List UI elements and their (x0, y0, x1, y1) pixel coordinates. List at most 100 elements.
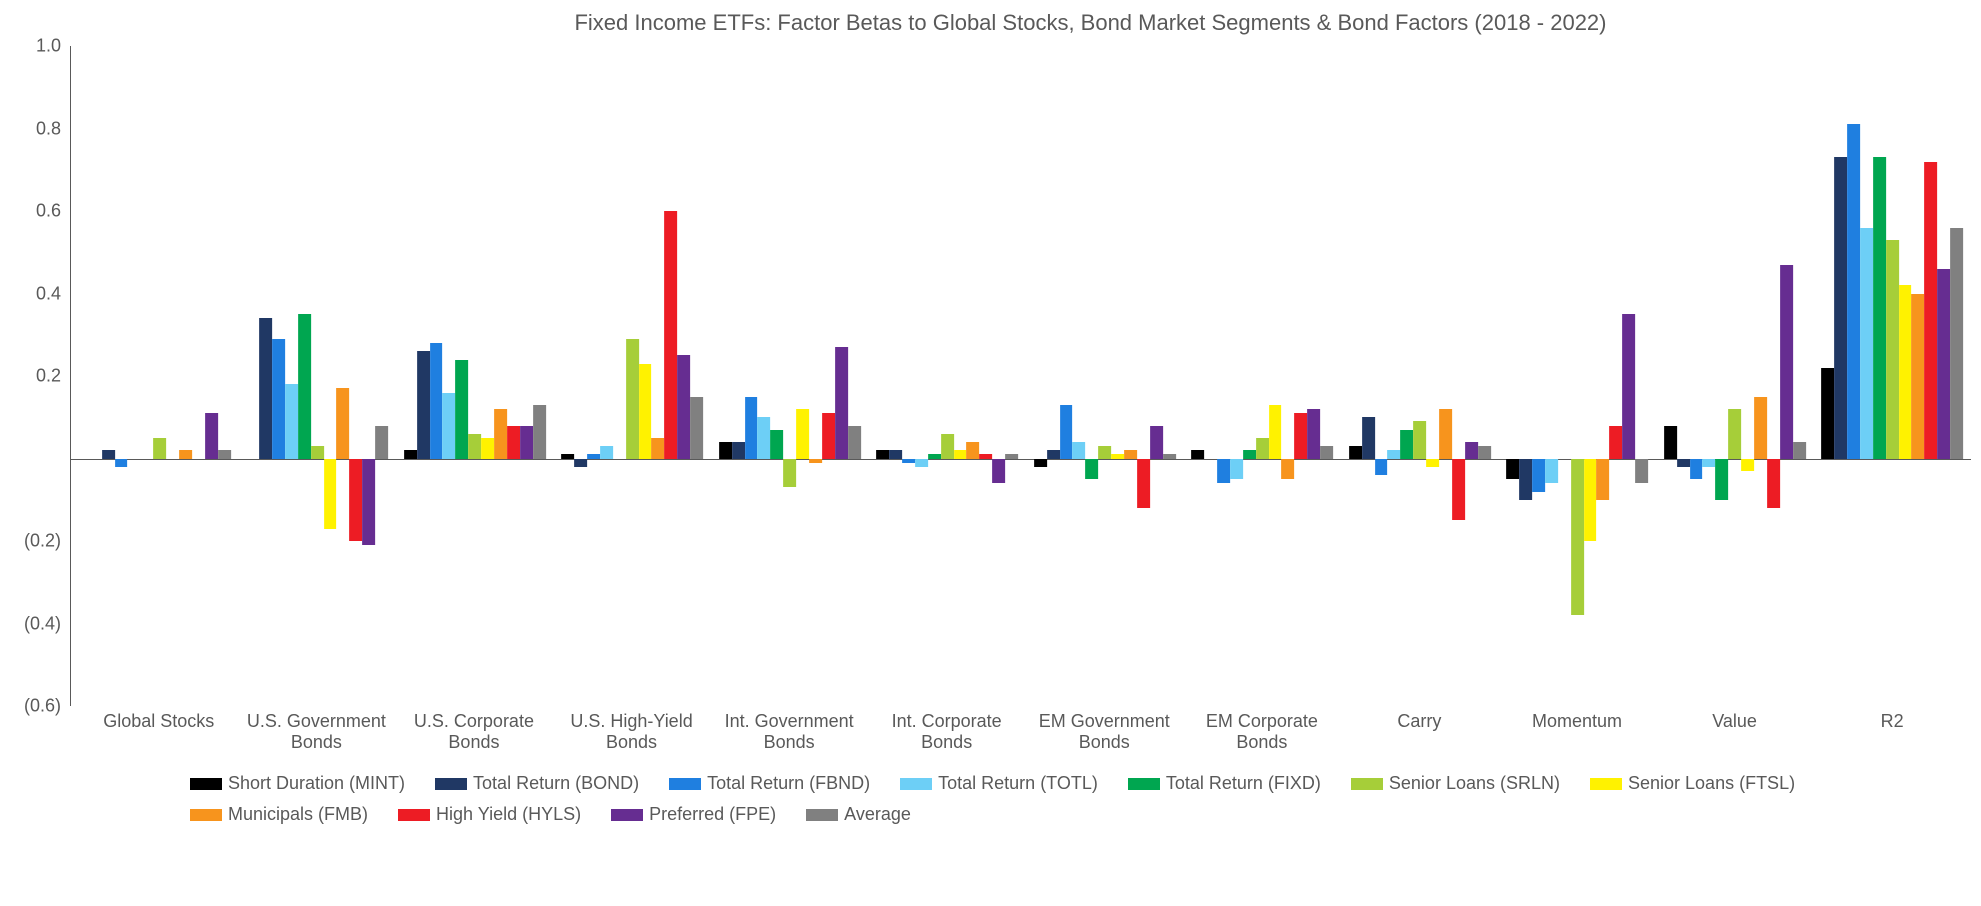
category-group (1656, 46, 1814, 706)
bar (665, 211, 678, 459)
legend-swatch (669, 778, 701, 790)
bar (1767, 459, 1780, 509)
x-axis-label: Value (1656, 711, 1814, 753)
bar-wrapper (1834, 46, 1847, 706)
category-group (869, 46, 1027, 706)
bar-wrapper (626, 46, 639, 706)
bar (954, 450, 967, 458)
bar (324, 459, 337, 529)
bar (1124, 450, 1137, 458)
bar-wrapper (246, 46, 259, 706)
bar-wrapper (1622, 46, 1635, 706)
legend-label: High Yield (HYLS) (436, 804, 581, 825)
bar (1400, 430, 1413, 459)
bar (980, 454, 993, 458)
bar (1005, 454, 1018, 458)
bar-wrapper (719, 46, 732, 706)
bar (1256, 438, 1269, 459)
bar-wrapper (1400, 46, 1413, 706)
bar-wrapper (770, 46, 783, 706)
bar-set (246, 46, 388, 706)
bar-wrapper (822, 46, 835, 706)
bar-wrapper (690, 46, 703, 706)
bar (1937, 269, 1950, 459)
bar-set (1349, 46, 1491, 706)
bar (574, 459, 587, 467)
bar-wrapper (1571, 46, 1584, 706)
y-tick-label: (0.2) (24, 531, 61, 552)
bar (690, 397, 703, 459)
bar (1519, 459, 1532, 500)
legend-label: Total Return (TOTL) (938, 773, 1098, 794)
bar (1886, 240, 1899, 459)
legend-swatch (190, 809, 222, 821)
category-group (1184, 46, 1342, 706)
bar (1532, 459, 1545, 492)
category-group (396, 46, 554, 706)
bar (1282, 459, 1295, 480)
bar-wrapper (128, 46, 141, 706)
bar (1191, 450, 1204, 458)
bar-wrapper (298, 46, 311, 706)
bar-wrapper (1426, 46, 1439, 706)
bar-wrapper (1545, 46, 1558, 706)
bar-wrapper (876, 46, 889, 706)
legend-swatch (1590, 778, 1622, 790)
bar-wrapper (1060, 46, 1073, 706)
bar (1217, 459, 1230, 484)
bar (205, 413, 218, 458)
bar-set (1034, 46, 1176, 706)
bar-wrapper (102, 46, 115, 706)
bar (298, 314, 311, 458)
bar (1098, 446, 1111, 458)
bar (1150, 426, 1163, 459)
bar (1349, 446, 1362, 458)
bar-wrapper (1269, 46, 1282, 706)
legend-swatch (435, 778, 467, 790)
bar-set (1664, 46, 1806, 706)
bar (507, 426, 520, 459)
bar (1426, 459, 1439, 467)
bar (1243, 450, 1256, 458)
bar (835, 347, 848, 458)
legend-item: Municipals (FMB) (190, 804, 368, 825)
legend-swatch (190, 778, 222, 790)
bar-wrapper (192, 46, 205, 706)
plot-area: 1.00.80.60.40.2(0.2)(0.4)(0.6) (70, 46, 1971, 706)
bar (404, 450, 417, 458)
bar-wrapper (835, 46, 848, 706)
bar-wrapper (259, 46, 272, 706)
bar-wrapper (613, 46, 626, 706)
bar-wrapper (1005, 46, 1018, 706)
y-tick-label: 0.2 (36, 366, 61, 387)
category-group (1026, 46, 1184, 706)
bar (259, 318, 272, 458)
bar-wrapper (1375, 46, 1388, 706)
bar-wrapper (1047, 46, 1060, 706)
bar-wrapper (1584, 46, 1597, 706)
bar-wrapper (115, 46, 128, 706)
legend-swatch (398, 809, 430, 821)
legend-item: Preferred (FPE) (611, 804, 776, 825)
bar-wrapper (1860, 46, 1873, 706)
bar (1320, 446, 1333, 458)
bar (179, 450, 192, 458)
legend-item: Short Duration (MINT) (190, 773, 405, 794)
legend-label: Total Return (BOND) (473, 773, 639, 794)
bar (520, 426, 533, 459)
bar-wrapper (1873, 46, 1886, 706)
category-group (239, 46, 397, 706)
bar (561, 454, 574, 458)
bar (533, 405, 546, 459)
bar-wrapper (1635, 46, 1648, 706)
bar-wrapper (1767, 46, 1780, 706)
bar (902, 459, 915, 463)
legend-item: Total Return (TOTL) (900, 773, 1098, 794)
bar (639, 364, 652, 459)
legend-item: High Yield (HYLS) (398, 804, 581, 825)
bar (311, 446, 324, 458)
bar-wrapper (375, 46, 388, 706)
bar (1034, 459, 1047, 467)
bar (783, 459, 796, 488)
category-group (1499, 46, 1657, 706)
